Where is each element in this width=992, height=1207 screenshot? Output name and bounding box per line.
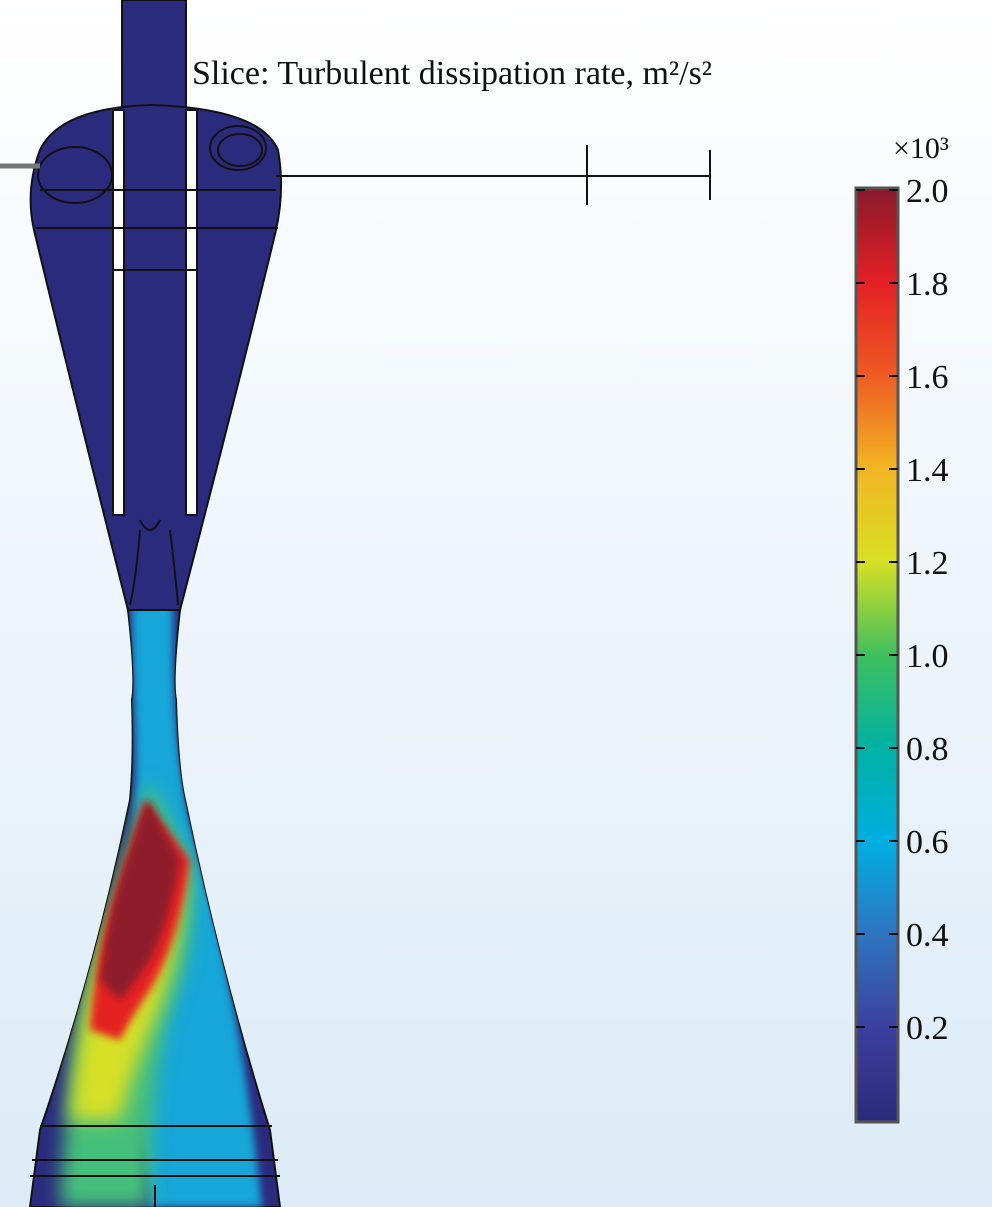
- tick-label: 0.4: [906, 917, 949, 954]
- inlet-pipe: [121, 0, 187, 121]
- separator-head: [29, 103, 283, 611]
- tick-label: 1.8: [906, 266, 949, 303]
- field: [60, 610, 262, 1207]
- tick-label: 1.6: [906, 359, 949, 396]
- tick-label: 0.6: [906, 824, 949, 861]
- title: Slice: Turbulent dissipation rate, m²/s²: [192, 55, 712, 92]
- tick-label: 0.2: [906, 1010, 949, 1047]
- tick-label: 1.4: [906, 452, 949, 489]
- colorbar-multiplier: ×10³: [893, 132, 949, 165]
- slot-right: [185, 109, 198, 516]
- tick-label: 1.2: [906, 545, 949, 582]
- inlet-ring: [209, 125, 267, 171]
- slot-left: [112, 109, 125, 516]
- throat-lines: [129, 519, 179, 606]
- field-darkred: [100, 800, 180, 1000]
- tick-label: 0.8: [906, 731, 949, 768]
- geometry-lines: [0, 145, 711, 1207]
- inlet-ring: [217, 133, 263, 167]
- colorbar-ticks: 2.0 1.8 1.6 1.4 1.2 1.0 0.8 0.6 0.4 0.2: [856, 173, 949, 1047]
- inlet-ring: [37, 146, 113, 204]
- tick-label: 1.0: [906, 638, 949, 675]
- tick-label: 2.0: [906, 173, 949, 210]
